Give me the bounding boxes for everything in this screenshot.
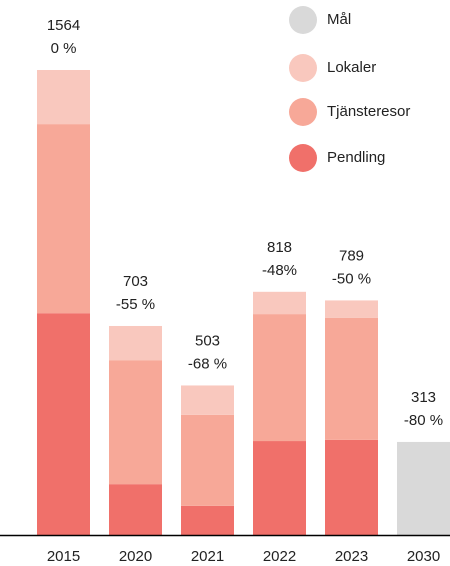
change-label: -68 % xyxy=(188,355,227,372)
change-label: -80 % xyxy=(404,412,443,429)
total-label: 313 xyxy=(411,389,436,406)
x-tick-label: 2020 xyxy=(119,548,152,565)
total-label: 818 xyxy=(267,239,292,256)
bar-segment xyxy=(325,439,378,535)
change-label: -48% xyxy=(262,262,297,279)
legend-label: Mål xyxy=(327,11,351,28)
change-label: 0 % xyxy=(51,40,77,57)
x-tick-label: 2030 xyxy=(407,548,440,565)
bar-segment xyxy=(109,325,162,361)
legend-label: Pendling xyxy=(327,149,385,166)
total-label: 703 xyxy=(123,273,148,290)
bar-segment xyxy=(37,70,90,125)
legend-swatch xyxy=(289,98,317,126)
legend-swatch xyxy=(289,54,317,82)
legend-label: Lokaler xyxy=(327,59,376,76)
bar-segment xyxy=(181,385,234,415)
bar-segment xyxy=(397,441,450,535)
x-tick-label: 2022 xyxy=(263,548,296,565)
total-label: 789 xyxy=(339,247,364,264)
change-label: -50 % xyxy=(332,270,371,287)
x-tick-label: 2021 xyxy=(191,548,224,565)
x-tick-label: 2023 xyxy=(335,548,368,565)
bar-segment xyxy=(253,314,306,442)
total-label: 503 xyxy=(195,332,220,349)
legend-swatch xyxy=(289,144,317,172)
bar-segment xyxy=(325,300,378,318)
bar-segment xyxy=(253,441,306,535)
bar-segment xyxy=(253,291,306,315)
bar-segment xyxy=(181,505,234,535)
bar-segment xyxy=(181,414,234,506)
change-label: -55 % xyxy=(116,296,155,313)
bar-segment xyxy=(325,317,378,440)
total-label: 1564 xyxy=(47,17,80,34)
bar-segment xyxy=(37,313,90,535)
legend-label: Tjänsteresor xyxy=(327,103,410,120)
x-tick-label: 2015 xyxy=(47,548,80,565)
bar-segment xyxy=(109,360,162,485)
bar-segment xyxy=(37,124,90,314)
legend-swatch xyxy=(289,6,317,34)
bar-segment xyxy=(109,484,162,535)
